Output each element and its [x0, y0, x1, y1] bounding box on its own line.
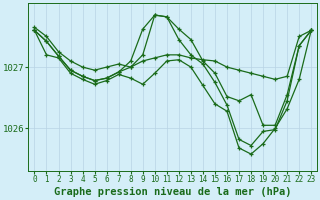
X-axis label: Graphe pression niveau de la mer (hPa): Graphe pression niveau de la mer (hPa) — [54, 187, 292, 197]
